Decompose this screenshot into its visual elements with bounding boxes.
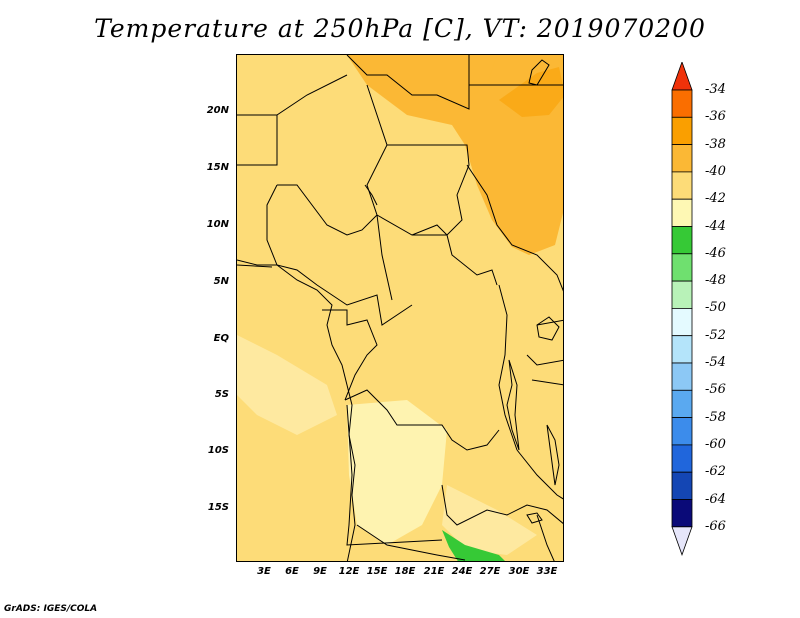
x-tick-label: 18E xyxy=(394,566,416,577)
y-tick-label: 10N xyxy=(206,219,229,230)
colorbar-segment xyxy=(671,362,693,391)
colorbar-label: -54 xyxy=(705,355,726,370)
colorbar-segment xyxy=(671,335,693,364)
colorbar-label: -64 xyxy=(705,491,726,507)
y-tick-label: 10S xyxy=(207,445,229,456)
x-tick-label: 6E xyxy=(285,566,299,577)
colorbar-label: -50 xyxy=(705,300,726,316)
colorbar-bottom-arrow xyxy=(671,526,693,556)
colorbar-segment xyxy=(671,116,693,145)
colorbar-label: -36 xyxy=(705,109,726,125)
temperature-field xyxy=(237,55,563,561)
x-tick-label: 12E xyxy=(338,566,360,577)
x-tick-label: 21E xyxy=(423,566,445,577)
colorbar-label: -56 xyxy=(705,382,726,398)
x-tick-label: 3E xyxy=(257,566,271,577)
colorbar-label: -42 xyxy=(705,191,726,207)
colorbar-label: -58 xyxy=(705,409,726,425)
y-tick-label: 5S xyxy=(214,389,229,400)
colorbar-segment xyxy=(671,444,693,473)
colorbar xyxy=(671,62,693,556)
field-cool-southeast xyxy=(442,485,537,555)
x-tick-label: 24E xyxy=(451,566,473,577)
field-warmest xyxy=(499,67,563,117)
lakes xyxy=(364,59,560,524)
colorbar-segment xyxy=(671,471,693,500)
colorbar-label: -38 xyxy=(705,136,726,152)
colorbar-label: -46 xyxy=(705,245,726,261)
colorbar-top-arrow xyxy=(671,62,693,91)
colorbar-label: -48 xyxy=(705,273,726,289)
country-borders xyxy=(237,55,563,561)
y-tick-label: 5N xyxy=(213,276,229,287)
field-warm-north xyxy=(377,55,497,105)
colorbar-label: -44 xyxy=(705,218,726,234)
field-cool-west xyxy=(237,335,337,435)
colorbar-label: -52 xyxy=(705,327,726,343)
colorbar-segment xyxy=(671,253,693,282)
colorbar-segment xyxy=(671,280,693,309)
colorbar-segment xyxy=(671,226,693,255)
credit-text: GrADS: IGES/COLA xyxy=(4,604,98,614)
field-cold-patch xyxy=(442,530,505,561)
colorbar-segment xyxy=(671,499,693,528)
colorbar-segment xyxy=(671,417,693,446)
x-tick-label: 33E xyxy=(536,566,558,577)
map-panel xyxy=(236,54,564,562)
colorbar-segment xyxy=(671,307,693,337)
colorbar-segment xyxy=(671,389,693,418)
y-tick-label: EQ xyxy=(213,333,229,344)
colorbar-segment xyxy=(671,144,693,173)
x-tick-label: 27E xyxy=(479,566,501,577)
field-cool-south xyxy=(347,400,447,545)
x-tick-label: 30E xyxy=(508,566,530,577)
colorbar-segment xyxy=(671,171,693,200)
colorbar-label: -60 xyxy=(705,436,726,452)
colorbar-segment xyxy=(671,198,693,227)
x-tick-label: 15E xyxy=(366,566,388,577)
coastline xyxy=(237,259,356,561)
colorbar-label: -40 xyxy=(705,163,726,179)
y-tick-label: 20N xyxy=(206,105,229,116)
colorbar-label: -34 xyxy=(705,82,726,97)
colorbar-label: -66 xyxy=(705,518,726,534)
colorbar-label: -62 xyxy=(705,464,726,480)
colorbar-segment xyxy=(671,89,693,118)
chart-title: Temperature at 250hPa [C], VT: 201907020… xyxy=(94,14,706,43)
x-tick-label: 9E xyxy=(313,566,327,577)
y-tick-label: 15S xyxy=(207,502,229,513)
y-tick-label: 15N xyxy=(206,162,229,173)
